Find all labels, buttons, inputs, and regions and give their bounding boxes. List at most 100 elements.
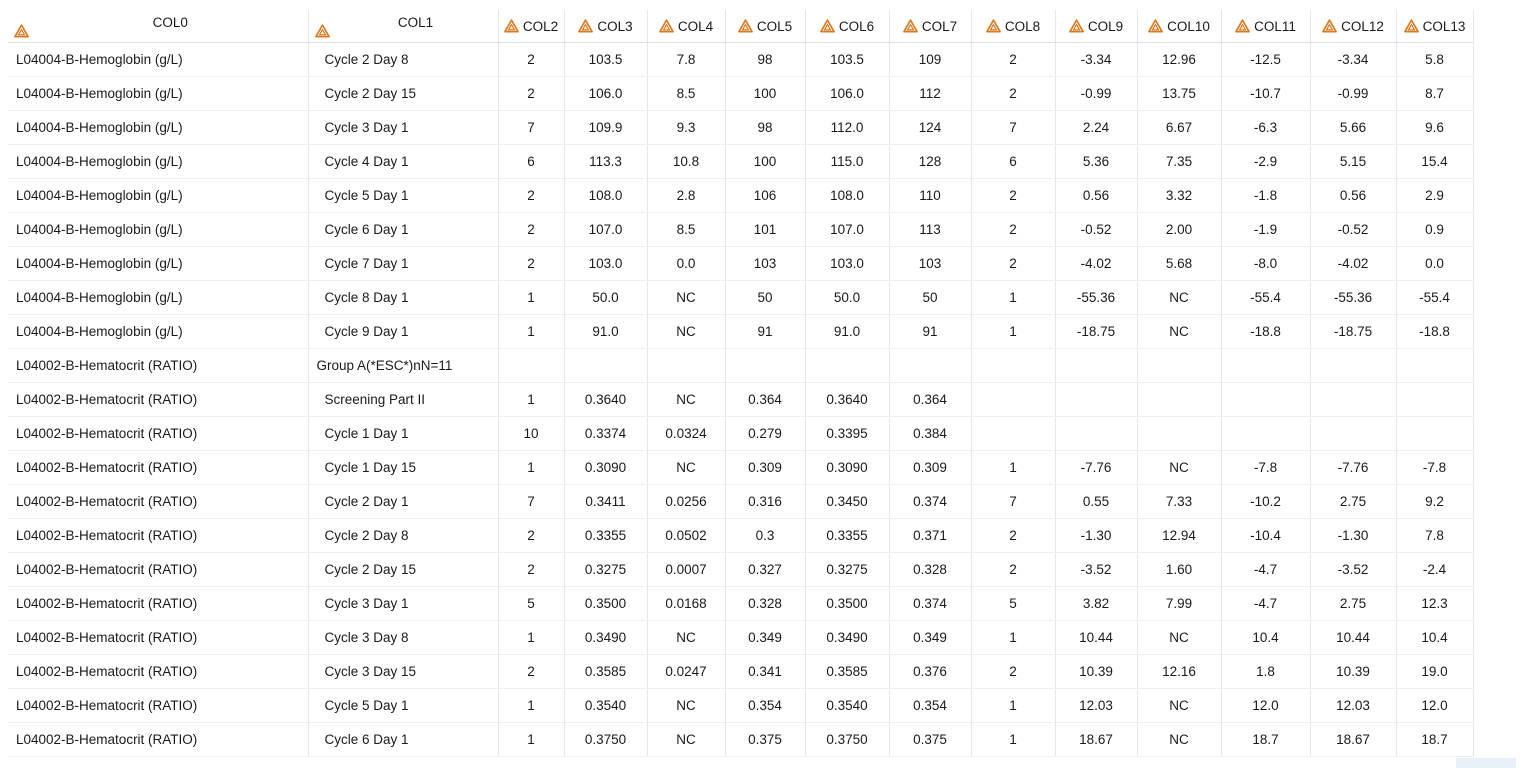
column-header-col0[interactable]: COL0 [8,10,309,43]
table-cell[interactable]: 0.309 [725,450,806,485]
table-cell[interactable]: 50.0 [805,280,890,315]
table-cell[interactable]: Cycle 3 Day 1 [308,110,499,145]
table-cell[interactable]: 7.99 [1137,586,1222,621]
table-cell[interactable]: 12.94 [1137,518,1222,553]
table-cell[interactable]: 1 [498,382,565,417]
table-cell[interactable]: -10.2 [1221,484,1311,519]
table-cell[interactable]: 5.15 [1310,144,1397,179]
table-cell[interactable]: L04004-B-Hemoglobin (g/L) [8,314,309,349]
table-row[interactable]: L04002-B-Hematocrit (RATIO) Cycle 5 Day 1… [8,688,1474,723]
table-row[interactable]: L04004-B-Hemoglobin (g/L) Cycle 2 Day 15 2… [8,76,1474,111]
table-cell[interactable]: 0.0168 [647,586,726,621]
table-cell[interactable]: -2.9 [1221,144,1311,179]
table-cell[interactable] [1137,416,1222,451]
table-cell[interactable]: 1 [971,450,1056,485]
table-cell[interactable]: 0.3395 [805,416,890,451]
table-cell[interactable]: 2 [971,42,1056,77]
table-cell[interactable]: 0.341 [725,654,806,689]
table-cell[interactable]: Cycle 5 Day 1 [308,688,499,723]
table-cell[interactable]: 106.0 [805,76,890,111]
table-cell[interactable]: 0.0324 [647,416,726,451]
table-row[interactable]: L04002-B-Hematocrit (RATIO) Cycle 2 Day 1… [8,484,1474,519]
table-cell[interactable]: NC [647,688,726,723]
table-cell[interactable]: 1 [971,280,1056,315]
table-cell[interactable]: 103 [725,246,806,281]
table-cell[interactable]: 1 [498,688,565,723]
table-cell[interactable]: 0.364 [889,382,972,417]
table-cell[interactable]: 115.0 [805,144,890,179]
table-cell[interactable]: 0.3490 [564,620,648,655]
table-cell[interactable]: 2 [498,654,565,689]
table-cell[interactable]: 98 [725,42,806,77]
table-cell[interactable]: -0.99 [1055,76,1138,111]
table-cell[interactable]: 10.8 [647,144,726,179]
column-header-col2[interactable]: COL2 [498,10,565,43]
table-cell[interactable]: 2 [971,552,1056,587]
table-cell[interactable] [1055,348,1138,383]
table-cell[interactable]: 10 [498,416,565,451]
table-cell[interactable]: 8.5 [647,212,726,247]
table-cell[interactable]: NC [647,450,726,485]
table-cell[interactable]: NC [1137,314,1222,349]
table-cell[interactable] [1396,382,1474,417]
table-cell[interactable]: 0.3750 [564,722,648,757]
table-cell[interactable]: 0.349 [889,620,972,655]
table-cell[interactable]: 110 [889,178,972,213]
table-cell[interactable]: -3.34 [1310,42,1397,77]
table-cell[interactable]: 103.0 [805,246,890,281]
table-cell[interactable]: -0.52 [1310,212,1397,247]
table-cell[interactable]: -7.76 [1310,450,1397,485]
table-cell[interactable]: 7.8 [647,42,726,77]
table-cell[interactable]: -4.7 [1221,552,1311,587]
table-cell[interactable]: 5 [498,586,565,621]
table-cell[interactable]: NC [647,280,726,315]
table-cell[interactable]: 0.3500 [805,586,890,621]
table-cell[interactable]: 9.3 [647,110,726,145]
table-cell[interactable]: -10.4 [1221,518,1311,553]
table-cell[interactable]: L04002-B-Hematocrit (RATIO) [8,586,309,621]
table-cell[interactable]: 103 [889,246,972,281]
table-cell[interactable]: 12.0 [1221,688,1311,723]
table-cell[interactable]: NC [1137,688,1222,723]
table-cell[interactable]: 91 [725,314,806,349]
table-cell[interactable]: -3.34 [1055,42,1138,77]
table-cell[interactable]: 0.3540 [564,688,648,723]
table-cell[interactable]: L04004-B-Hemoglobin (g/L) [8,144,309,179]
table-row[interactable]: L04002-B-Hematocrit (RATIO) Cycle 3 Day 8… [8,620,1474,655]
table-cell[interactable]: 1 [971,314,1056,349]
table-cell[interactable] [498,348,565,383]
table-cell[interactable]: 1 [498,722,565,757]
table-cell[interactable]: Cycle 6 Day 1 [308,212,499,247]
table-cell[interactable]: 0.3411 [564,484,648,519]
table-cell[interactable]: 2.75 [1310,484,1397,519]
table-cell[interactable]: 113.3 [564,144,648,179]
table-row[interactable]: L04002-B-Hematocrit (RATIO) Group A(*ESC*… [8,348,1474,383]
table-cell[interactable] [1221,348,1311,383]
table-cell[interactable]: Cycle 8 Day 1 [308,280,499,315]
table-cell[interactable] [805,348,890,383]
table-cell[interactable]: 2.75 [1310,586,1397,621]
table-cell[interactable]: -3.52 [1055,552,1138,587]
table-cell[interactable]: 0.3355 [805,518,890,553]
table-cell[interactable]: 1 [971,722,1056,757]
table-cell[interactable]: 1 [971,620,1056,655]
table-cell[interactable]: 8.7 [1396,76,1474,111]
column-header-col10[interactable]: COL10 [1137,10,1222,43]
table-cell[interactable]: -1.9 [1221,212,1311,247]
table-cell[interactable]: Cycle 6 Day 1 [308,722,499,757]
data-grid[interactable]: COL0 COL1 COL2 COL3 COL4 COL5 COL6 COL7 COL8 COL9… [8,10,1474,757]
table-cell[interactable]: 5.8 [1396,42,1474,77]
table-cell[interactable]: L04002-B-Hematocrit (RATIO) [8,654,309,689]
table-cell[interactable]: -7.8 [1221,450,1311,485]
table-cell[interactable]: 19.0 [1396,654,1474,689]
table-cell[interactable]: 103.0 [564,246,648,281]
table-cell[interactable]: 0.3640 [564,382,648,417]
table-cell[interactable]: 106.0 [564,76,648,111]
table-cell[interactable]: 5.68 [1137,246,1222,281]
table-cell[interactable]: -55.4 [1396,280,1474,315]
table-cell[interactable]: 7 [498,110,565,145]
table-cell[interactable]: 0.327 [725,552,806,587]
table-cell[interactable] [971,416,1056,451]
